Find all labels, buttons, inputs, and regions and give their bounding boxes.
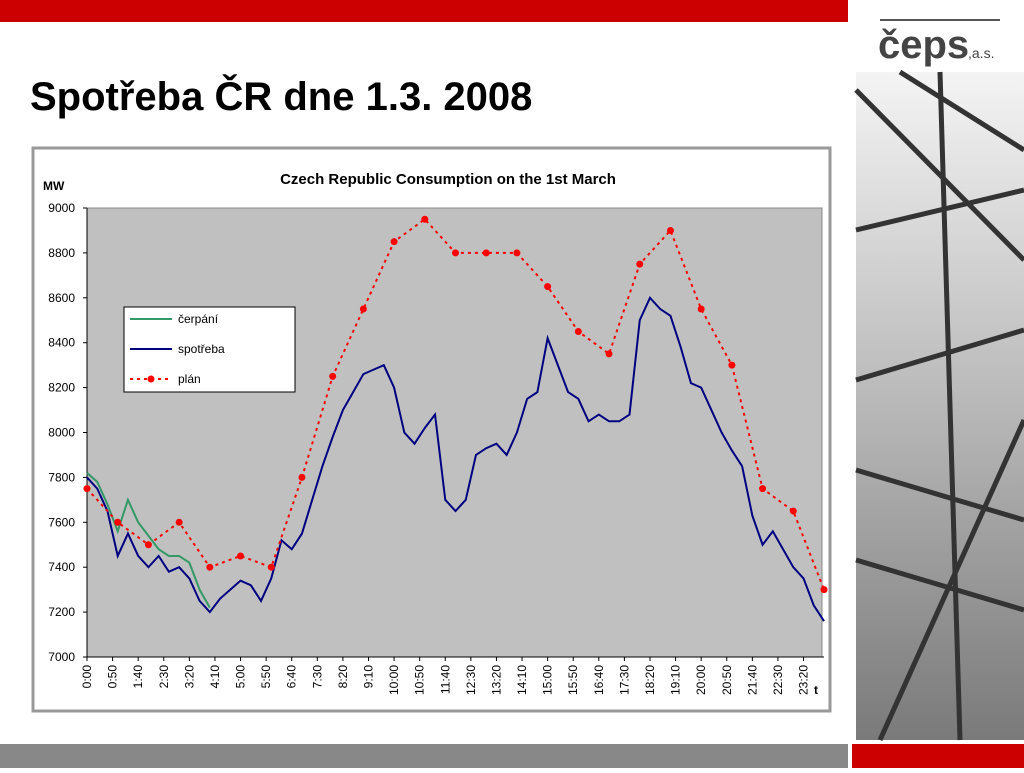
- series-marker: [544, 283, 552, 291]
- x-tick-label: 10:00: [387, 665, 401, 695]
- series-marker: [482, 249, 490, 257]
- x-tick-label: 6:40: [285, 665, 299, 689]
- x-tick-label: 11:40: [438, 665, 452, 694]
- x-tick-label: 23:20: [797, 665, 811, 695]
- x-tick-label: 15:50: [566, 665, 580, 695]
- x-tick-label: 22:30: [771, 665, 785, 695]
- series-marker: [298, 473, 306, 481]
- x-tick-label: 15:00: [541, 665, 555, 695]
- bottom-bar: [0, 744, 848, 768]
- series-marker: [820, 586, 828, 594]
- series-marker: [666, 226, 674, 234]
- series-marker: [144, 541, 152, 549]
- series-marker: [267, 563, 275, 571]
- x-tick-label: 13:20: [489, 665, 503, 695]
- series-marker: [728, 361, 736, 369]
- y-tick-label: 8800: [48, 246, 75, 260]
- y-tick-label: 9000: [48, 201, 75, 215]
- series-marker: [759, 485, 767, 493]
- legend-label: čerpání: [178, 312, 219, 326]
- y-tick-label: 8000: [48, 426, 75, 440]
- x-tick-label: 16:40: [592, 665, 606, 695]
- y-axis-label: MW: [43, 179, 65, 193]
- series-line: [86, 472, 211, 609]
- x-tick-label: 3:20: [182, 665, 196, 689]
- legend-marker: [147, 375, 155, 383]
- x-tick-label: 20:50: [720, 665, 734, 695]
- x-tick-label: 18:20: [643, 665, 657, 695]
- series-marker: [329, 372, 337, 380]
- x-tick-label: 1:40: [131, 665, 145, 689]
- y-tick-label: 8200: [48, 381, 75, 395]
- series-marker: [114, 518, 122, 526]
- series-marker: [237, 552, 245, 560]
- x-tick-label: 10:50: [413, 665, 427, 695]
- x-tick-label: 0:00: [80, 665, 94, 689]
- y-tick-label: 7600: [48, 515, 75, 529]
- x-tick-label: 4:10: [208, 665, 222, 689]
- slide-title: Spotřeba ČR dne 1.3. 2008: [30, 73, 532, 119]
- series-marker: [513, 249, 521, 257]
- y-tick-label: 7400: [48, 560, 75, 574]
- y-tick-label: 7200: [48, 605, 75, 619]
- x-tick-label: 7:30: [310, 665, 324, 689]
- series-marker: [574, 327, 582, 335]
- chart-title: Czech Republic Consumption on the 1st Ma…: [280, 171, 616, 188]
- x-tick-label: 9:10: [361, 665, 375, 689]
- top-bar: [0, 0, 848, 22]
- legend: čerpání spotřeba plán: [123, 306, 296, 393]
- x-tick-label: 5:50: [259, 665, 273, 689]
- plot: 7000 7200 7400 7600 7800 8000 8200 8400 8600 8800…: [48, 201, 828, 695]
- series-marker: [452, 249, 459, 257]
- series-marker: [636, 260, 644, 268]
- x-tick-label: 5:00: [234, 665, 248, 689]
- y-tick-label: 7000: [48, 650, 75, 664]
- x-tick-label: 12:30: [464, 665, 478, 695]
- series-marker: [359, 305, 367, 313]
- legend-label: plán: [178, 372, 201, 386]
- photo: [854, 69, 1024, 742]
- x-axis-label: t: [814, 683, 818, 697]
- series-marker: [206, 563, 214, 571]
- series-marker: [175, 518, 183, 526]
- x-tick-label: 2:30: [157, 665, 171, 689]
- x-tick-label: 20:00: [694, 665, 708, 695]
- series-marker: [789, 507, 797, 515]
- logo: čeps ,a.s.: [878, 19, 1000, 67]
- x-tick-label: 14:10: [515, 665, 529, 695]
- x-tick-label: 19:10: [669, 665, 683, 695]
- series-line: [86, 296, 825, 622]
- legend-label: spotřeba: [178, 342, 225, 356]
- bottom-accent: [852, 744, 1024, 768]
- y-tick-label: 7800: [48, 470, 75, 484]
- plot-area: [86, 207, 823, 658]
- series-marker: [421, 215, 429, 223]
- series-marker: [697, 305, 705, 313]
- x-tick-label: 21:40: [745, 665, 759, 695]
- series-marker: [83, 485, 91, 493]
- x-tick-label: 17:30: [617, 665, 631, 695]
- y-tick-label: 8600: [48, 291, 75, 305]
- series-marker: [605, 350, 613, 358]
- logo-suffix: ,a.s.: [968, 45, 994, 61]
- x-tick-label: 8:20: [336, 665, 350, 689]
- y-tick-label: 8400: [48, 336, 75, 350]
- series-marker: [390, 238, 398, 246]
- logo-name: čeps: [878, 23, 969, 67]
- x-tick-label: 0:50: [106, 665, 120, 689]
